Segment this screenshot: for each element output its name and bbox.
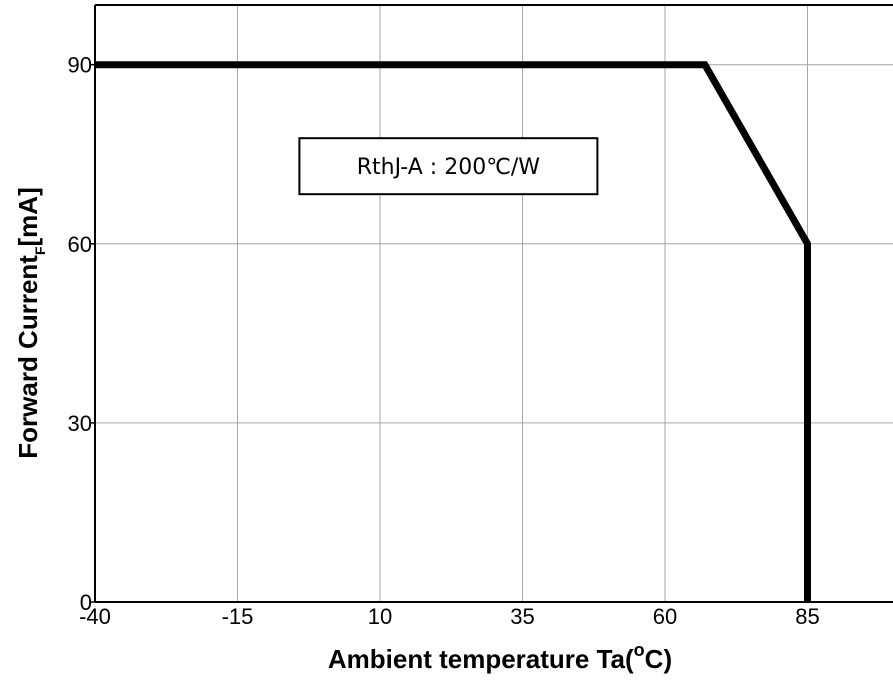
annotation-box [298,137,599,196]
y-tick-label: 30 [68,411,92,436]
y-axis-title-text: Forward Current [13,255,43,459]
y-axis-title-unit: [mA] [13,187,43,246]
y-axis-title: Forward CurrentF[mA] [13,187,48,458]
x-tick-label: -40 [79,604,111,629]
grid-lines [95,5,893,602]
x-axis-title-text: Ambient temperature Ta( [328,644,634,674]
derating-curve [95,61,811,602]
y-tick-label: 90 [68,53,92,78]
degree-symbol: o [634,640,645,660]
x-tick-label: 85 [795,604,819,629]
y-axis-subscript: F [32,246,48,255]
annotation-layer: RthJ-A : 200℃/W [298,137,599,196]
tick-labels: 0 30 60 90 -40 -15 10 35 60 85 [68,53,820,629]
plot-frame [91,4,893,603]
x-tick-label: -15 [222,604,254,629]
x-tick-label: 10 [368,604,392,629]
x-tick-label: 35 [510,604,534,629]
annotation-text: RthJ-A : 200℃/W [357,155,541,180]
x-tick-label: 60 [653,604,677,629]
series-layer [95,61,811,602]
y-tick-label: 0 [80,590,92,615]
y-tick-label: 60 [68,232,92,257]
x-axis-title: Ambient temperature Ta(oC) [328,640,672,674]
x-axis-title-unit: C) [645,644,672,674]
